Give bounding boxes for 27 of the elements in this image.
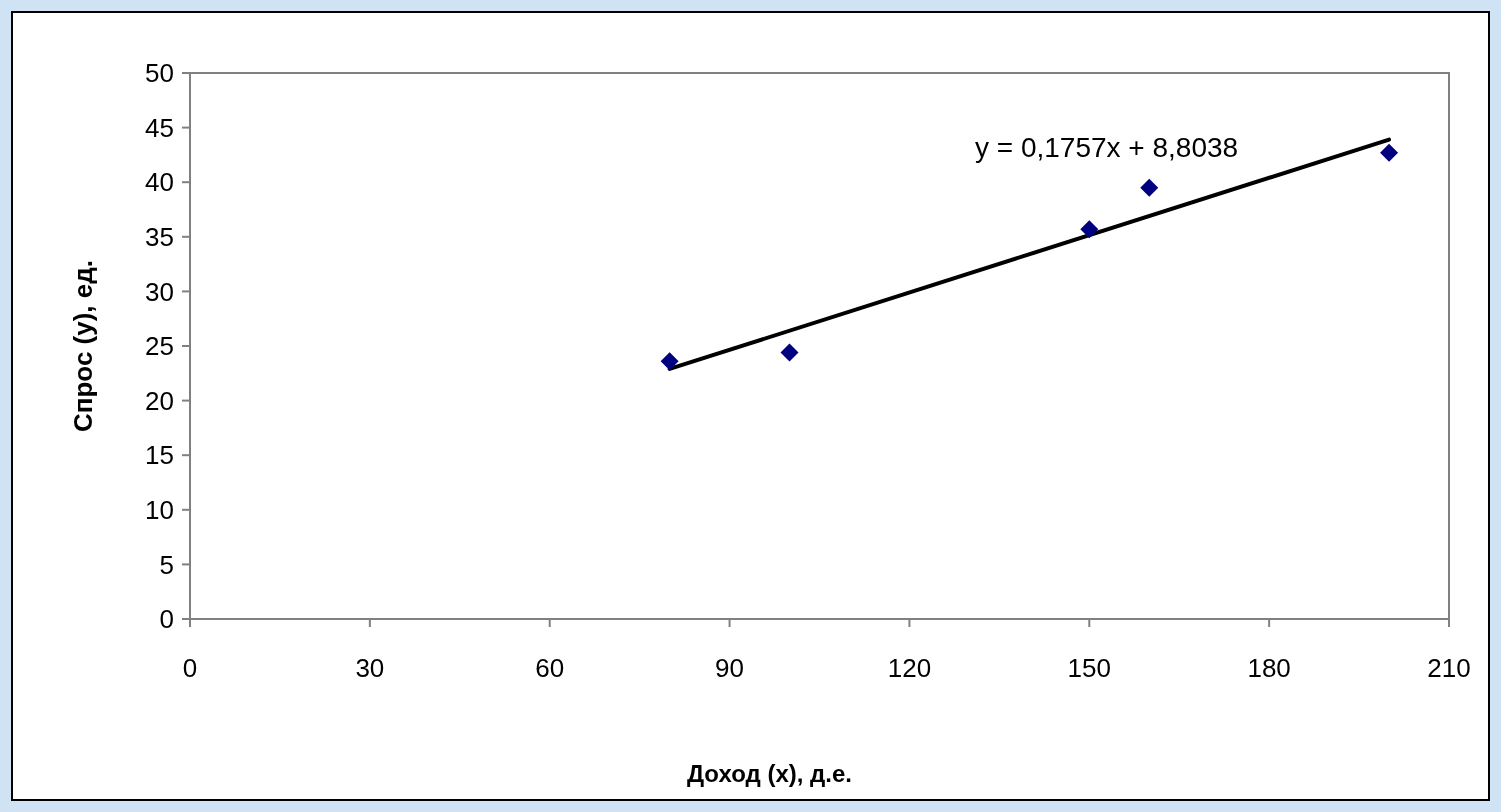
y-tick-label: 25 — [145, 331, 174, 362]
y-tick-label: 30 — [145, 276, 174, 307]
point — [1140, 178, 1159, 197]
x-tick-label: 150 — [1067, 653, 1111, 683]
x-tick-label: 30 — [355, 653, 385, 683]
point — [780, 343, 799, 362]
y-axis-title: Спрос (y), ед. — [68, 260, 98, 432]
annotation: y = 0,1757x + 8,8038 — [975, 132, 1239, 163]
y-tick-label: 10 — [145, 494, 174, 525]
x-tick-label: 210 — [1427, 653, 1471, 683]
y-tick-label: 50 — [145, 58, 174, 89]
point — [660, 352, 679, 371]
y-tick-label: 35 — [145, 221, 174, 252]
x-tick-label: 180 — [1247, 653, 1291, 683]
x-axis-title: Доход (x), д.е. — [686, 760, 853, 787]
x-tick-label: 120 — [887, 653, 932, 683]
y-tick-label: 45 — [145, 112, 174, 143]
y-tick-label: 0 — [159, 604, 174, 635]
y-tick-label: 15 — [145, 440, 174, 471]
point — [1380, 143, 1399, 162]
y-tick-label: 40 — [145, 167, 174, 198]
point — [1080, 220, 1099, 239]
y-tick-label: 5 — [159, 549, 174, 580]
x-tick-label: 60 — [535, 653, 565, 683]
x-tick-label: 90 — [715, 653, 745, 683]
y-tick-label: 20 — [145, 385, 174, 416]
x-tick-label: 0 — [182, 653, 198, 683]
